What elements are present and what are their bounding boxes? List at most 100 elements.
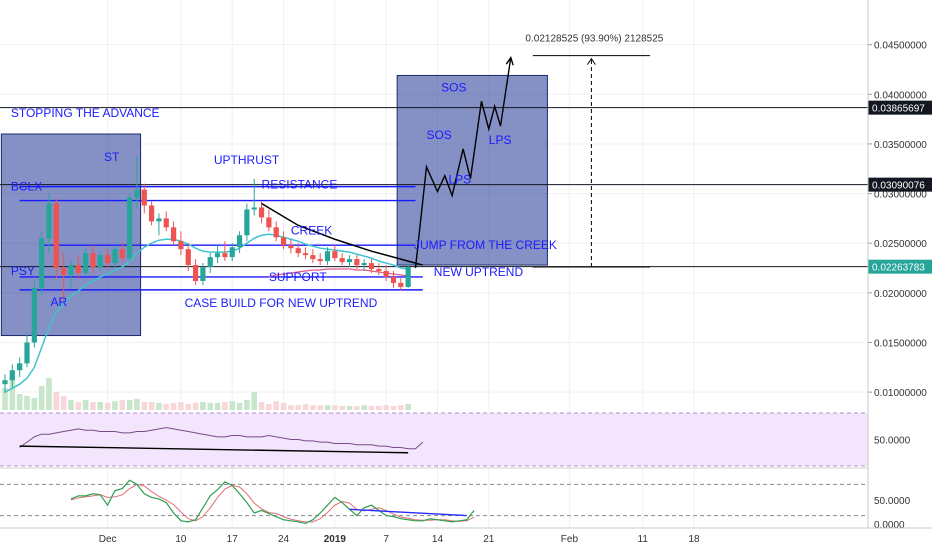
time-tick-label: Dec	[99, 534, 117, 545]
volume-bar	[207, 402, 214, 410]
volume-bar	[405, 404, 411, 410]
time-tick-label: 18	[688, 534, 700, 545]
candle-body	[368, 263, 375, 270]
candle-body	[258, 207, 265, 218]
candle-body	[90, 253, 96, 268]
volume-bar	[346, 406, 353, 410]
volume-bar	[339, 406, 345, 410]
stoch-trend-line	[349, 508, 467, 517]
volume-bar	[9, 378, 16, 410]
annotation-label: NEW UPTREND	[434, 265, 524, 279]
annotation-label: SOS	[441, 80, 466, 94]
candle-body	[119, 249, 125, 259]
candle-body	[141, 189, 147, 206]
candle-body	[346, 259, 353, 263]
volume-bar	[97, 402, 104, 410]
volume-bar	[24, 396, 30, 410]
price-label-bg	[868, 259, 932, 274]
time-tick-label: 24	[278, 534, 290, 545]
price-tick-label: 0.01000000	[874, 388, 927, 399]
rsi-panel: 50.0000	[0, 412, 911, 469]
volume-bar	[134, 398, 140, 410]
price-tick-label: 0.01500000	[874, 338, 927, 349]
candle-body	[192, 265, 199, 281]
candle-body	[178, 241, 184, 250]
annotation-label: JUMP FROM THE CREEK	[414, 238, 557, 252]
time-tick-label: 21	[483, 534, 495, 545]
volume-bar	[192, 402, 199, 410]
candle-body	[17, 363, 23, 371]
candle-body	[163, 218, 169, 228]
candle-body	[75, 265, 81, 274]
candles	[2, 155, 411, 394]
volume-bar	[148, 402, 155, 410]
volume-bar	[200, 402, 206, 410]
candle-body	[9, 370, 15, 381]
candle-body	[134, 189, 140, 198]
candle-body	[390, 276, 397, 283]
candle-body	[251, 207, 257, 210]
volume-bar	[185, 404, 192, 410]
candle-body	[302, 253, 309, 256]
volume-bar	[361, 405, 367, 410]
candle-body	[339, 258, 345, 263]
stoch-panel: 50.0000 0.0000	[0, 479, 911, 531]
candle-body	[207, 257, 213, 268]
candle-body	[354, 259, 360, 266]
candle-body	[24, 342, 30, 364]
candle-body	[266, 217, 272, 228]
rsi-line	[19, 427, 424, 450]
volume-bar	[280, 402, 287, 410]
price-axis: 0.04500000 0.04000000 0.03500000 0.03000000…	[867, 0, 932, 528]
volume-bar	[244, 400, 250, 410]
candle-body	[317, 259, 323, 262]
annotation-label: LPS	[448, 173, 471, 187]
volume-bar	[273, 401, 280, 410]
time-tick-label: 7	[383, 534, 389, 545]
volume-bar	[60, 396, 67, 410]
volume-bar	[119, 400, 126, 410]
volume-bar	[112, 401, 118, 410]
volume-bar	[31, 398, 38, 410]
candle-body	[105, 255, 111, 264]
volume-bar	[38, 386, 45, 410]
annotation-label: CASE BUILD FOR NEW UPTREND	[185, 296, 378, 310]
candle-body	[236, 235, 243, 248]
rsi-tick-label: 50.0000	[874, 436, 911, 447]
ma-line	[4, 233, 409, 393]
price-tick-label: 0.04500000	[874, 41, 927, 52]
candle-body	[31, 287, 37, 343]
price-channels	[19, 185, 423, 291]
candle-body	[97, 255, 103, 268]
candle-body	[112, 249, 118, 264]
stoch-d-line	[70, 483, 475, 523]
candle-body	[53, 203, 59, 269]
annotation-label: BCLX	[11, 180, 42, 194]
volume-bar	[170, 402, 177, 410]
stoch-tick-label: 50.0000	[874, 496, 911, 507]
candle-body	[170, 227, 177, 242]
annotation-label: CREEK	[291, 223, 332, 237]
volume-bar	[332, 405, 338, 410]
price-label-bg	[868, 177, 932, 192]
candle-body	[61, 268, 67, 275]
measure-arrow	[586, 57, 596, 65]
volume-bar	[383, 405, 389, 410]
volume-bar	[324, 405, 331, 410]
volume-bar	[295, 405, 301, 410]
stoch-tick-label: 0.0000	[874, 520, 905, 531]
volume-bar	[354, 406, 360, 410]
annotation-label: RESISTANCE	[262, 178, 338, 192]
volume-bar	[104, 402, 111, 410]
volume-bar	[390, 406, 397, 410]
candle-body	[310, 255, 316, 260]
price-tick-label: 0.02000000	[874, 289, 927, 300]
volume-bar	[229, 401, 236, 410]
annotation-label: UPTHRUST	[214, 153, 280, 167]
candle-body	[295, 248, 301, 254]
annotation-label: ST	[104, 150, 120, 164]
volume-bar	[126, 400, 133, 410]
time-tick-label: Feb	[561, 534, 579, 545]
volume-bar	[46, 378, 52, 410]
